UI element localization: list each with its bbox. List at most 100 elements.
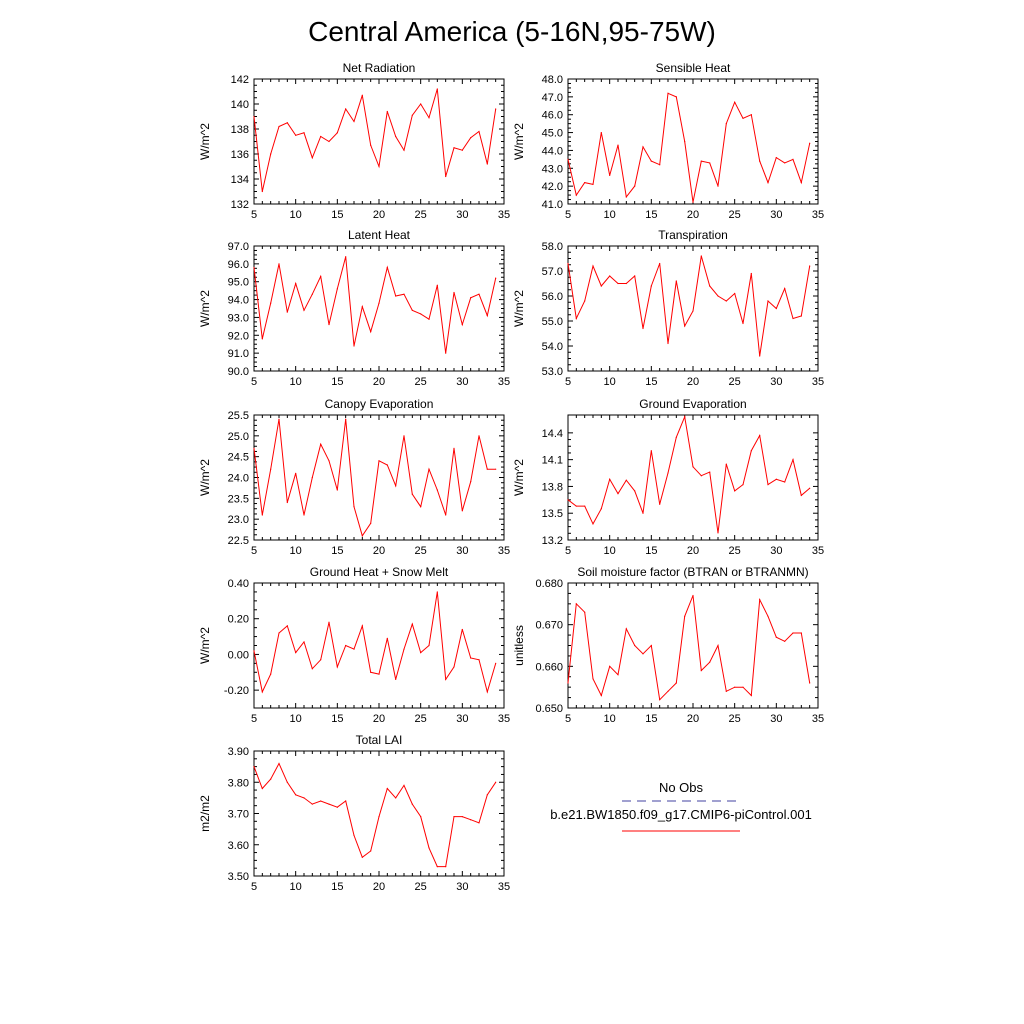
- chart-8-point: [336, 806, 338, 808]
- chart-7-point: [792, 632, 794, 634]
- chart-8-point: [261, 787, 263, 790]
- chart-7-point: [617, 674, 619, 676]
- chart-0-point: [428, 117, 430, 119]
- chart-5-point: [659, 503, 661, 505]
- chart-7-xtick-label: 10: [604, 713, 616, 725]
- chart-8-point: [361, 856, 363, 858]
- chart-0-point: [270, 153, 272, 155]
- chart-1-point: [634, 185, 636, 187]
- chart-2-point: [320, 275, 322, 277]
- chart-3-xtick-label: 25: [729, 376, 741, 388]
- panel-canopy-evaporation: Canopy Evaporation W/m^2 5 10 15 20 25 30 35 22.5…: [198, 397, 510, 557]
- chart-8-point: [478, 822, 480, 824]
- chart-5-title: Ground Evaporation: [639, 397, 746, 411]
- chart-1-ytick-label: 41.0: [542, 199, 563, 211]
- chart-1-point: [684, 140, 686, 143]
- chart-8-point: [461, 816, 463, 818]
- chart-2-point: [261, 338, 263, 340]
- chart-3-ylabel: W/m^2: [512, 290, 526, 327]
- chart-4-point: [495, 468, 497, 470]
- chart-6-point: [470, 657, 472, 659]
- chart-4-point: [320, 443, 322, 445]
- chart-3-point: [684, 325, 686, 327]
- chart-8-ytick-label: 3.60: [228, 840, 249, 852]
- chart-5-point: [700, 475, 702, 477]
- chart-5-frame: [567, 414, 819, 541]
- chart-3-ytick-label: 56.0: [542, 291, 563, 303]
- chart-0-point: [395, 135, 397, 138]
- chart-4-point: [453, 447, 455, 449]
- chart-6-xtick-label: 25: [415, 713, 427, 725]
- chart-0-point: [445, 175, 447, 178]
- chart-2-point: [253, 266, 255, 269]
- chart-2-point: [470, 297, 472, 299]
- chart-0-point: [403, 149, 405, 151]
- chart-0-xtick-label: 35: [498, 209, 510, 221]
- chart-0-title: Net Radiation: [343, 61, 416, 75]
- chart-0-point: [353, 120, 355, 123]
- chart-8-point: [436, 866, 438, 868]
- chart-4-point: [370, 522, 372, 524]
- chart-7-xtick-label: 35: [812, 713, 824, 725]
- chart-2-xtick-label: 20: [373, 376, 385, 388]
- chart-6-ylabel: W/m^2: [198, 627, 212, 664]
- chart-2-xtick-label: 30: [456, 376, 468, 388]
- chart-6-point: [478, 659, 480, 661]
- chart-7-point: [684, 615, 686, 617]
- chart-7-point: [667, 690, 669, 692]
- chart-5-series-line: [567, 414, 811, 533]
- chart-4-ytick-label: 25.5: [228, 410, 249, 422]
- chart-3-point: [592, 265, 594, 267]
- chart-1-point: [759, 160, 761, 162]
- chart-0-point: [370, 144, 372, 146]
- chart-8-ytick-label: 3.90: [228, 746, 249, 758]
- chart-4-point: [303, 514, 305, 516]
- chart-4-xtick-label: 5: [251, 545, 257, 557]
- chart-4-ylabel: W/m^2: [198, 459, 212, 496]
- chart-2-ytick-label: 93.0: [228, 312, 249, 324]
- chart-4-point: [328, 460, 330, 462]
- chart-7-point: [717, 644, 719, 647]
- chart-2-ytick-label: 95.0: [228, 277, 249, 289]
- chart-1-point: [775, 156, 777, 159]
- chart-0-ylabel: W/m^2: [198, 123, 212, 160]
- chart-3-point: [675, 280, 677, 282]
- legend-no-obs-label: No Obs: [659, 780, 704, 795]
- chart-6-point: [386, 637, 388, 639]
- chart-5-point: [767, 484, 769, 486]
- chart-1-ytick-label: 47.0: [542, 92, 563, 104]
- chart-8-point: [311, 803, 313, 805]
- chart-7-ylabel: unitless: [512, 625, 526, 666]
- chart-3-point: [750, 272, 752, 275]
- chart-4-point: [486, 468, 488, 470]
- chart-3-point: [609, 275, 611, 277]
- chart-4-point: [295, 472, 297, 474]
- chart-1-point: [650, 160, 652, 162]
- chart-4-ytick-label: 25.0: [228, 431, 249, 443]
- chart-1-point: [584, 181, 586, 184]
- chart-4-point: [345, 418, 347, 420]
- chart-0-point: [420, 103, 422, 105]
- chart-1-title: Sensible Heat: [656, 61, 731, 75]
- chart-6-point: [420, 652, 422, 654]
- chart-6-point: [303, 641, 305, 643]
- chart-4-point: [445, 514, 447, 516]
- chart-4-xtick-label: 25: [415, 545, 427, 557]
- chart-4-xtick-label: 10: [290, 545, 302, 557]
- chart-2-point: [386, 266, 388, 269]
- chart-0-point: [278, 125, 280, 128]
- chart-1-point: [625, 196, 627, 198]
- chart-6-title: Ground Heat + Snow Melt: [310, 565, 449, 579]
- chart-5-point: [759, 434, 761, 437]
- chart-5-xtick-label: 5: [565, 545, 571, 557]
- chart-2-ytick-label: 91.0: [228, 348, 249, 360]
- chart-0-point: [261, 190, 263, 193]
- chart-3-point: [625, 282, 627, 285]
- chart-1-point: [709, 162, 711, 164]
- chart-6-point: [253, 650, 255, 652]
- chart-6-ytick-label: -0.20: [224, 685, 249, 697]
- chart-8-xtick-label: 20: [373, 881, 385, 893]
- chart-1-ytick-label: 43.0: [542, 163, 563, 175]
- chart-8-point: [370, 850, 372, 852]
- chart-3-point: [584, 300, 586, 302]
